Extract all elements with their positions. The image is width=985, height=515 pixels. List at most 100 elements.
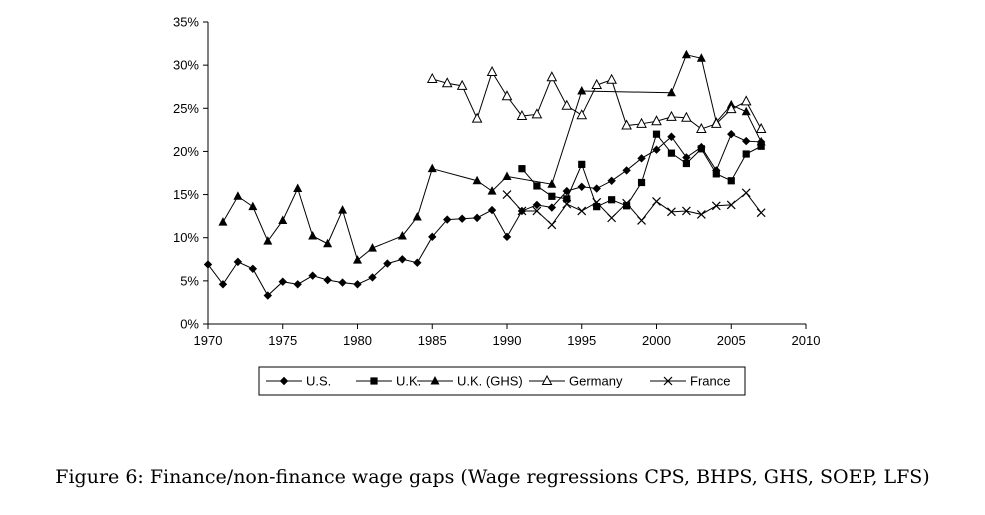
data-point-germany: [516, 109, 528, 121]
series-line-u-k-ghs: [222, 54, 762, 262]
data-point-u-k-ghs: [666, 87, 676, 97]
series-line-france: [506, 192, 762, 226]
data-point-france: [622, 198, 632, 208]
x-marker-stroke: [726, 200, 736, 210]
data-point-germany: [651, 115, 662, 126]
data-point-u-s: [233, 257, 243, 267]
data-point-france: [711, 201, 721, 211]
legend-marker-germany: [541, 374, 553, 385]
data-point-u-k-ghs: [263, 236, 273, 245]
legend-item-france: France: [650, 374, 730, 389]
data-point-u-k-ghs: [487, 186, 497, 195]
data-point-u-k: [757, 142, 765, 150]
legend-marker-u-k: [370, 377, 378, 385]
data-point-u-s: [218, 280, 228, 289]
legend-label: U.K.: [396, 374, 421, 389]
series-layer: [203, 49, 767, 300]
wage-gap-chart: 0% 5% 10% 15% 20% 25% 30% 35% 1970 1975 1980 1985 19…: [173, 15, 820, 396]
data-point-france: [726, 200, 736, 210]
data-point-u-k-ghs: [308, 230, 318, 240]
x-marker-stroke: [652, 197, 661, 206]
data-point-u-s: [413, 258, 422, 267]
data-point-u-s: [353, 280, 362, 289]
data-point-germany: [561, 99, 573, 110]
x-tick-label: 2010: [792, 333, 821, 348]
data-point-germany: [621, 119, 632, 130]
data-point-u-k-ghs: [547, 179, 557, 188]
data-point-germany: [636, 117, 647, 128]
data-point-france: [577, 206, 587, 216]
data-point-u-k: [742, 150, 750, 158]
y-tick-label: 15%: [173, 187, 199, 202]
legend-marker-france: [663, 376, 673, 386]
data-point-germany: [696, 122, 707, 133]
data-point-u-k-ghs: [502, 171, 512, 180]
data-point-germany: [471, 112, 483, 123]
data-point-u-s: [622, 166, 631, 175]
data-point-u-s: [368, 273, 377, 282]
data-point-u-k: [548, 192, 556, 200]
figure-caption: Figure 6: Finance/non-finance wage gaps …: [55, 466, 930, 488]
x-tick-label: 1970: [194, 333, 223, 348]
data-point-germany: [755, 122, 767, 133]
data-point-u-s: [428, 232, 437, 242]
x-marker-stroke: [696, 209, 706, 219]
x-tick-label: 1995: [567, 333, 596, 348]
x-marker-stroke: [532, 206, 542, 216]
series-germany: [426, 65, 767, 133]
data-point-u-s: [383, 259, 392, 268]
data-point-u-k: [623, 202, 631, 210]
data-point-u-k-ghs: [427, 163, 437, 173]
x-marker-stroke: [607, 213, 617, 223]
data-point-germany: [486, 65, 498, 77]
data-point-france: [502, 190, 512, 199]
y-tick-label: 25%: [173, 101, 199, 116]
data-point-u-k-ghs: [756, 136, 766, 146]
data-point-u-k: [712, 170, 720, 178]
data-point-germany: [426, 72, 438, 83]
data-point-u-k: [682, 159, 690, 168]
data-point-u-s: [263, 291, 272, 300]
data-point-u-s: [293, 280, 302, 289]
legend-item-u-s: U.S.: [266, 374, 331, 389]
x-tick-label: 1990: [493, 333, 522, 348]
data-point-u-k-ghs: [293, 183, 303, 193]
data-point-france: [741, 188, 751, 198]
x-tick-label: 2000: [642, 333, 671, 348]
data-point-germany: [681, 111, 692, 122]
data-point-germany: [441, 77, 453, 88]
y-tick-label: 20%: [173, 144, 199, 159]
data-point-u-s: [742, 136, 751, 146]
data-point-u-s: [562, 186, 571, 196]
data-point-u-s: [652, 145, 661, 154]
x-marker-stroke: [711, 201, 721, 211]
data-point-germany: [456, 79, 468, 90]
y-tick-label: 0%: [180, 317, 199, 332]
data-point-u-s: [667, 132, 676, 141]
data-point-u-k: [593, 203, 601, 211]
legend-label: U.K. (GHS): [457, 374, 523, 389]
legend-item-u-k: U.K.: [356, 374, 421, 389]
data-point-france: [517, 206, 527, 216]
data-point-france: [696, 209, 706, 219]
data-point-u-k: [637, 178, 646, 187]
data-point-u-s: [308, 271, 317, 280]
data-point-france: [667, 207, 676, 217]
series-u-s: [203, 129, 766, 300]
x-marker-stroke: [667, 207, 676, 217]
data-point-france: [562, 199, 572, 209]
data-point-u-k: [518, 165, 526, 173]
data-point-france: [547, 220, 557, 230]
axes: 0% 5% 10% 15% 20% 25% 30% 35% 1970 1975 1980 1985 19…: [173, 15, 820, 349]
x-marker-stroke: [622, 198, 632, 208]
data-point-u-k-ghs: [577, 86, 587, 95]
data-point-germany: [576, 109, 588, 120]
data-point-france: [592, 197, 602, 207]
y-tick-label: 10%: [173, 230, 199, 245]
legend: U.S. U.K. U.K. (GHS) Germany France: [258, 366, 746, 396]
data-point-u-k: [652, 130, 661, 138]
data-point-germany: [710, 117, 722, 128]
x-tick-label: 1985: [418, 333, 447, 348]
data-point-u-s: [203, 260, 213, 269]
x-marker-stroke: [681, 206, 691, 216]
